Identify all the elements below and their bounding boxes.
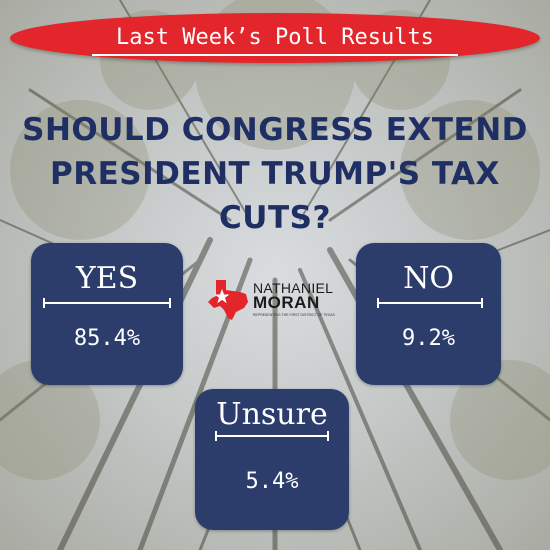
yes-divider	[43, 298, 171, 308]
unsure-label: Unsure	[216, 397, 328, 432]
no-label: NO	[403, 261, 454, 296]
logo-last-name: MORAN	[253, 293, 320, 312]
yes-label: YES	[75, 261, 139, 296]
no-result-card: NO 9.2%	[356, 243, 501, 385]
logo-tagline: REPRESENTING THE FIRST DISTRICT OF TEXAS	[253, 313, 335, 317]
no-percentage: 9.2%	[402, 326, 455, 351]
yes-result-card: YES 85.4%	[31, 243, 183, 385]
poll-results-banner: Last Week’s Poll Results	[10, 13, 540, 63]
unsure-percentage: 5.4%	[245, 469, 299, 494]
question-line-2: PRESIDENT TRUMP'S TAX CUTS?	[50, 156, 500, 236]
banner-underline	[92, 54, 458, 56]
poll-question: SHOULD CONGRESS EXTEND PRESIDENT TRUMP'S…	[0, 108, 550, 240]
unsure-divider	[215, 431, 329, 441]
question-line-1: SHOULD CONGRESS EXTEND	[22, 112, 528, 148]
texas-star-icon	[208, 280, 248, 320]
yes-percentage: 85.4%	[73, 326, 141, 351]
banner-title: Last Week’s Poll Results	[116, 25, 434, 50]
unsure-result-card: Unsure 5.4%	[195, 389, 349, 530]
logo-first-name: NATHANIEL	[253, 280, 334, 296]
nathaniel-moran-logo: NATHANIEL MORAN REPRESENTING THE FIRST D…	[206, 276, 338, 324]
no-divider	[377, 298, 483, 308]
